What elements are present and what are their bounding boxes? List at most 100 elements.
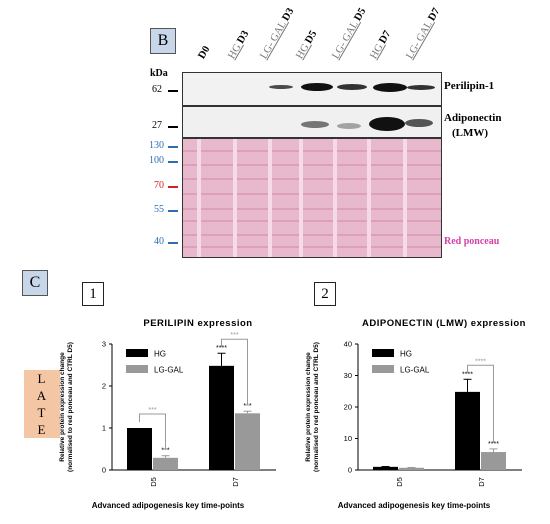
perilipin-xlabel: Advanced adipogenesis key time-points bbox=[92, 501, 245, 510]
perilipin-bar-D5-HG bbox=[127, 428, 152, 470]
band-d7-lg bbox=[407, 85, 435, 90]
lane-label-5: HG D7 bbox=[368, 29, 393, 61]
adiponectin-bar-D7-LG-GAL bbox=[481, 452, 506, 470]
perilipin-sig-label: **** bbox=[216, 345, 227, 352]
adiponectin-chart: ADIPONECTIN (LMW) expression Relative pro… bbox=[305, 318, 526, 510]
adiponectin-ytick-label: 30 bbox=[344, 371, 352, 380]
ponceau-marker-tick bbox=[168, 242, 178, 244]
adiponectin-title: ADIPONECTIN (LMW) expression bbox=[362, 318, 526, 329]
ponceau-marker-40: 40 bbox=[154, 236, 164, 247]
adiponectin-ytick-label: 40 bbox=[344, 340, 352, 349]
adiponectin-legend-label-HG: HG bbox=[400, 350, 412, 359]
chart2-number: 2 bbox=[314, 282, 336, 306]
aband-d5-hg bbox=[301, 121, 329, 128]
perilipin-legend-swatch-LG-GAL bbox=[126, 365, 148, 373]
adiponectin-bar-D5-LG-GAL bbox=[399, 467, 424, 470]
adiponectin-ytick-label: 0 bbox=[348, 466, 352, 475]
lane-label-condition: LG- GAL bbox=[404, 17, 436, 61]
lane-label-1: HG D3 bbox=[226, 29, 251, 61]
lane-label-6: LG- GAL D7 bbox=[404, 6, 442, 61]
perilipin-title: PERILIPIN expression bbox=[143, 318, 252, 329]
lane-label-day: D0 bbox=[196, 44, 213, 61]
perilipin-ytick-label: 3 bbox=[102, 340, 106, 349]
perilipin-legend-swatch-HG bbox=[126, 349, 148, 357]
adiponectin-xlabel: Advanced adipogenesis key time-points bbox=[338, 501, 491, 510]
adiponectin-ytick-label: 20 bbox=[344, 403, 352, 412]
chart1-number: 1 bbox=[82, 282, 104, 306]
lane-label-2: LG- GAL D3 bbox=[258, 6, 296, 61]
perilipin-legend-label-HG: HG bbox=[154, 350, 166, 359]
perilipin-xtick-label: D7 bbox=[231, 477, 240, 487]
lane-label-0: D0 bbox=[196, 44, 212, 61]
adiponectin-sig-label: **** bbox=[488, 441, 499, 448]
adiponectin-legend-swatch-HG bbox=[372, 349, 394, 357]
adiponectin-bar-D7-HG bbox=[455, 391, 480, 470]
perilipin-xtick-label: D5 bbox=[149, 477, 158, 487]
perilipin-sig-bracket-label: *** bbox=[148, 407, 156, 414]
ponceau-marker-55: 55 bbox=[154, 204, 164, 215]
adiponectin-blot bbox=[182, 106, 442, 138]
perilipin-sig-bracket bbox=[221, 338, 248, 406]
panel-b-letter: B bbox=[150, 28, 176, 54]
ponceau-marker-tick bbox=[168, 186, 178, 188]
adiponectin-label-2: (LMW) bbox=[452, 127, 489, 139]
adiponectin-xtick-label: D5 bbox=[395, 477, 404, 487]
late-letter: A bbox=[36, 388, 48, 403]
ponceau-texture bbox=[183, 139, 441, 257]
blot2-marker: 27 bbox=[152, 120, 162, 131]
adiponectin-label-1: Adiponectin bbox=[444, 112, 502, 124]
band-d7-hg bbox=[373, 83, 407, 92]
adiponectin-ylabel-1: Relative protein expression change bbox=[305, 352, 312, 462]
blot2-marker-tick bbox=[168, 126, 178, 128]
perilipin-sig-label: *** bbox=[243, 403, 251, 410]
kda-label: kDa bbox=[150, 68, 168, 79]
perilipin-ylabel-1: Relative protein expression change bbox=[59, 352, 66, 462]
adiponectin-ylabel-2: (normalised to red ponceau and CTRL D5) bbox=[313, 342, 320, 472]
perilipin-bar-D7-HG bbox=[209, 365, 234, 470]
perilipin-blot bbox=[182, 72, 442, 106]
perilipin-bar-D5-LG-GAL bbox=[153, 457, 178, 470]
perilipin-sig-bracket bbox=[139, 413, 166, 450]
panel-c-letter: C bbox=[22, 270, 48, 296]
ponceau-marker-tick bbox=[168, 210, 178, 212]
band-d5-hg bbox=[301, 83, 333, 91]
adiponectin-ytick-label: 10 bbox=[344, 434, 352, 443]
band-d5-lg bbox=[337, 84, 367, 90]
ponceau-marker-70: 70 bbox=[154, 180, 164, 191]
adiponectin-bar-D5-HG bbox=[373, 466, 398, 470]
adiponectin-sig-label: **** bbox=[462, 371, 473, 378]
late-letter: T bbox=[37, 405, 47, 420]
adiponectin-xtick-label: D7 bbox=[477, 477, 486, 487]
perilipin-chart: PERILIPIN expression Relative protein exp… bbox=[59, 318, 276, 510]
ponceau-marker-100: 100 bbox=[149, 155, 164, 166]
aband-d7-hg bbox=[369, 117, 405, 131]
ponceau-marker-tick bbox=[168, 161, 178, 163]
ponceau-marker-130: 130 bbox=[149, 140, 164, 151]
perilipin-sig-label: *** bbox=[161, 448, 169, 455]
adiponectin-sig-bracket bbox=[467, 364, 494, 443]
aband-d5-lg bbox=[337, 123, 361, 129]
late-letter: L bbox=[37, 371, 47, 386]
perilipin-label: Perilipin-1 bbox=[444, 80, 495, 92]
blot1-marker-tick bbox=[168, 90, 178, 92]
adiponectin-legend-swatch-LG-GAL bbox=[372, 365, 394, 373]
perilipin-bar-D7-LG-GAL bbox=[235, 413, 260, 470]
lane-label-condition: LG- GAL bbox=[258, 17, 290, 61]
late-letter: E bbox=[37, 422, 47, 437]
blot1-marker: 62 bbox=[152, 84, 162, 95]
perilipin-ytick-label: 2 bbox=[102, 382, 106, 391]
band-d3-lg bbox=[269, 85, 293, 89]
adiponectin-sig-bracket-label: **** bbox=[475, 358, 486, 365]
perilipin-legend-label-LG-GAL: LG-GAL bbox=[154, 366, 184, 375]
perilipin-ylabel-2: (normalised to red ponceau and CTRL D5) bbox=[67, 342, 74, 472]
lane-label-3: HG D5 bbox=[294, 29, 319, 61]
lane-label-4: LG- GAL D5 bbox=[330, 6, 368, 61]
perilipin-sig-bracket-label: *** bbox=[230, 332, 238, 339]
ponceau-stain bbox=[182, 138, 442, 258]
perilipin-ytick-label: 1 bbox=[102, 424, 106, 433]
ponceau-label: Red ponceau bbox=[444, 236, 500, 247]
adiponectin-legend-label-LG-GAL: LG-GAL bbox=[400, 366, 430, 375]
ponceau-marker-tick bbox=[168, 146, 178, 148]
perilipin-ytick-label: 0 bbox=[102, 466, 106, 475]
